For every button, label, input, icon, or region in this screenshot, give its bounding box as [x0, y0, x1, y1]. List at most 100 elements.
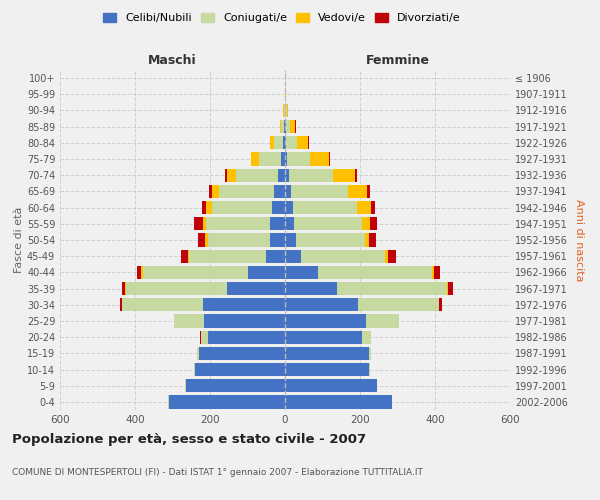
Bar: [285, 152, 287, 166]
Bar: [270, 234, 285, 246]
Bar: [194, 363, 195, 376]
Bar: [448, 282, 452, 295]
Bar: [286, 120, 290, 134]
Bar: [212, 185, 220, 198]
Bar: [285, 185, 290, 198]
Bar: [286, 104, 287, 117]
Bar: [236, 168, 277, 182]
Bar: [286, 136, 296, 149]
Bar: [337, 282, 448, 295]
Bar: [318, 266, 433, 279]
Bar: [284, 120, 285, 134]
Bar: [206, 201, 212, 214]
Bar: [227, 168, 236, 182]
Bar: [143, 266, 248, 279]
Bar: [194, 217, 203, 230]
Bar: [274, 136, 283, 149]
Bar: [202, 201, 206, 214]
Bar: [296, 136, 308, 149]
Bar: [285, 266, 318, 279]
Bar: [367, 185, 370, 198]
Bar: [296, 234, 365, 246]
Bar: [433, 266, 440, 279]
Bar: [181, 250, 187, 263]
Bar: [295, 217, 362, 230]
Bar: [205, 234, 208, 246]
Bar: [203, 298, 285, 312]
Bar: [370, 234, 376, 246]
Bar: [197, 346, 199, 360]
Bar: [274, 185, 285, 198]
Bar: [285, 250, 301, 263]
Bar: [185, 379, 285, 392]
Bar: [357, 201, 371, 214]
Bar: [137, 266, 142, 279]
Text: Popolazione per età, sesso e stato civile - 2007: Popolazione per età, sesso e stato civil…: [12, 432, 366, 446]
Bar: [270, 217, 285, 230]
Bar: [285, 201, 293, 214]
Bar: [220, 185, 274, 198]
Bar: [285, 330, 362, 344]
Bar: [173, 314, 175, 328]
Bar: [285, 282, 337, 295]
Bar: [333, 168, 355, 182]
Bar: [388, 250, 396, 263]
Bar: [283, 136, 285, 149]
Bar: [358, 298, 439, 312]
Bar: [142, 266, 143, 279]
Bar: [206, 217, 270, 230]
Bar: [285, 234, 296, 246]
Bar: [285, 120, 286, 134]
Text: Maschi: Maschi: [148, 54, 197, 67]
Bar: [285, 136, 286, 149]
Bar: [209, 185, 212, 198]
Bar: [371, 201, 375, 214]
Bar: [285, 298, 358, 312]
Bar: [280, 120, 281, 134]
Bar: [365, 314, 398, 328]
Bar: [290, 185, 347, 198]
Bar: [289, 168, 333, 182]
Bar: [199, 346, 285, 360]
Bar: [293, 201, 357, 214]
Bar: [203, 217, 206, 230]
Bar: [281, 120, 284, 134]
Bar: [287, 152, 310, 166]
Bar: [122, 298, 203, 312]
Bar: [365, 234, 370, 246]
Bar: [290, 120, 295, 134]
Text: COMUNE DI MONTESPERTOLI (FI) - Dati ISTAT 1° gennaio 2007 - Elaborazione TUTTITA: COMUNE DI MONTESPERTOLI (FI) - Dati ISTA…: [12, 468, 423, 477]
Bar: [301, 250, 385, 263]
Bar: [195, 363, 285, 376]
Bar: [287, 104, 289, 117]
Bar: [251, 152, 259, 166]
Bar: [125, 282, 227, 295]
Bar: [398, 314, 400, 328]
Bar: [208, 330, 285, 344]
Bar: [272, 201, 285, 214]
Bar: [362, 330, 371, 344]
Y-axis label: Anni di nascita: Anni di nascita: [574, 198, 584, 281]
Bar: [285, 396, 392, 408]
Bar: [187, 250, 190, 263]
Text: Femmine: Femmine: [365, 54, 430, 67]
Bar: [205, 314, 285, 328]
Bar: [225, 168, 227, 182]
Bar: [362, 217, 370, 230]
Bar: [285, 168, 289, 182]
Bar: [370, 217, 377, 230]
Legend: Celibi/Nubili, Coniugati/e, Vedovi/e, Divorziati/e: Celibi/Nubili, Coniugati/e, Vedovi/e, Di…: [101, 10, 463, 26]
Bar: [285, 314, 365, 328]
Bar: [370, 346, 371, 360]
Bar: [266, 250, 285, 263]
Bar: [281, 152, 285, 166]
Bar: [285, 379, 377, 392]
Bar: [212, 201, 272, 214]
Bar: [277, 168, 285, 182]
Bar: [355, 168, 356, 182]
Bar: [200, 330, 208, 344]
Bar: [285, 363, 370, 376]
Bar: [285, 217, 295, 230]
Bar: [270, 136, 274, 149]
Bar: [439, 298, 442, 312]
